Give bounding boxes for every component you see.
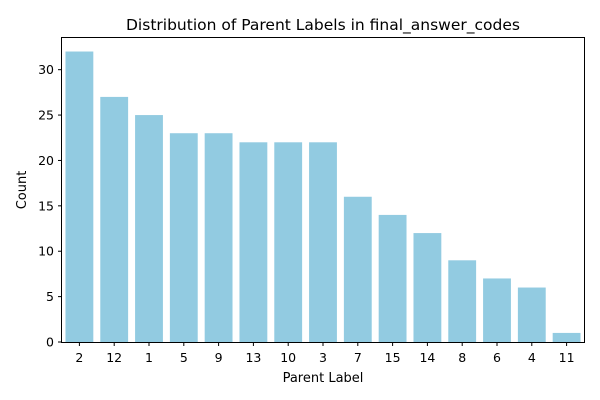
- x-tick-label: 9: [215, 350, 223, 365]
- chart-title: Distribution of Parent Labels in final_a…: [126, 16, 520, 35]
- bar-11: [552, 332, 581, 342]
- x-tick-label: 12: [106, 350, 122, 365]
- x-tick-label: 7: [354, 350, 362, 365]
- bar-5: [169, 133, 198, 342]
- x-tick-label: 2: [75, 350, 83, 365]
- bars-layer: [65, 51, 581, 343]
- y-tick-label: 20: [38, 153, 54, 168]
- bar-15: [378, 214, 407, 342]
- bar-2: [65, 51, 94, 343]
- bar-12: [100, 96, 129, 343]
- x-tick-label: 3: [319, 350, 327, 365]
- bar-13: [239, 142, 268, 342]
- y-tick-label: 5: [46, 289, 54, 304]
- x-tick-label: 8: [458, 350, 466, 365]
- y-tick-label: 0: [46, 335, 54, 350]
- x-tick-label: 6: [493, 350, 501, 365]
- x-tick-label: 1: [145, 350, 153, 365]
- y-axis-ticks: 0 5 10 15 20 25 30: [38, 62, 62, 350]
- y-tick-label: 30: [38, 62, 54, 77]
- x-tick-label: 4: [528, 350, 536, 365]
- x-tick-label: 10: [280, 350, 296, 365]
- x-tick-label: 11: [559, 350, 575, 365]
- bar-8: [448, 260, 477, 342]
- x-tick-label: 13: [245, 350, 261, 365]
- x-axis-ticks: 2 12 1 5 9 13 10 3 7 15 14 8 6 4 11: [75, 342, 575, 365]
- bar-4: [517, 287, 546, 342]
- y-tick-label: 15: [38, 198, 54, 213]
- x-axis-label: Parent Label: [283, 371, 364, 386]
- bar-7: [343, 196, 372, 342]
- x-tick-label: 5: [180, 350, 188, 365]
- bar-3: [309, 142, 337, 342]
- bar-10: [274, 142, 303, 342]
- bar-1: [135, 115, 163, 342]
- bar-6: [483, 278, 511, 342]
- x-tick-label: 14: [419, 350, 435, 365]
- y-tick-label: 25: [38, 108, 54, 123]
- bar-9: [204, 133, 233, 342]
- bar-14: [413, 233, 442, 342]
- x-tick-label: 15: [385, 350, 401, 365]
- plot-frame: [61, 37, 585, 343]
- y-axis-label: Count: [15, 171, 30, 210]
- y-tick-label: 10: [38, 244, 54, 259]
